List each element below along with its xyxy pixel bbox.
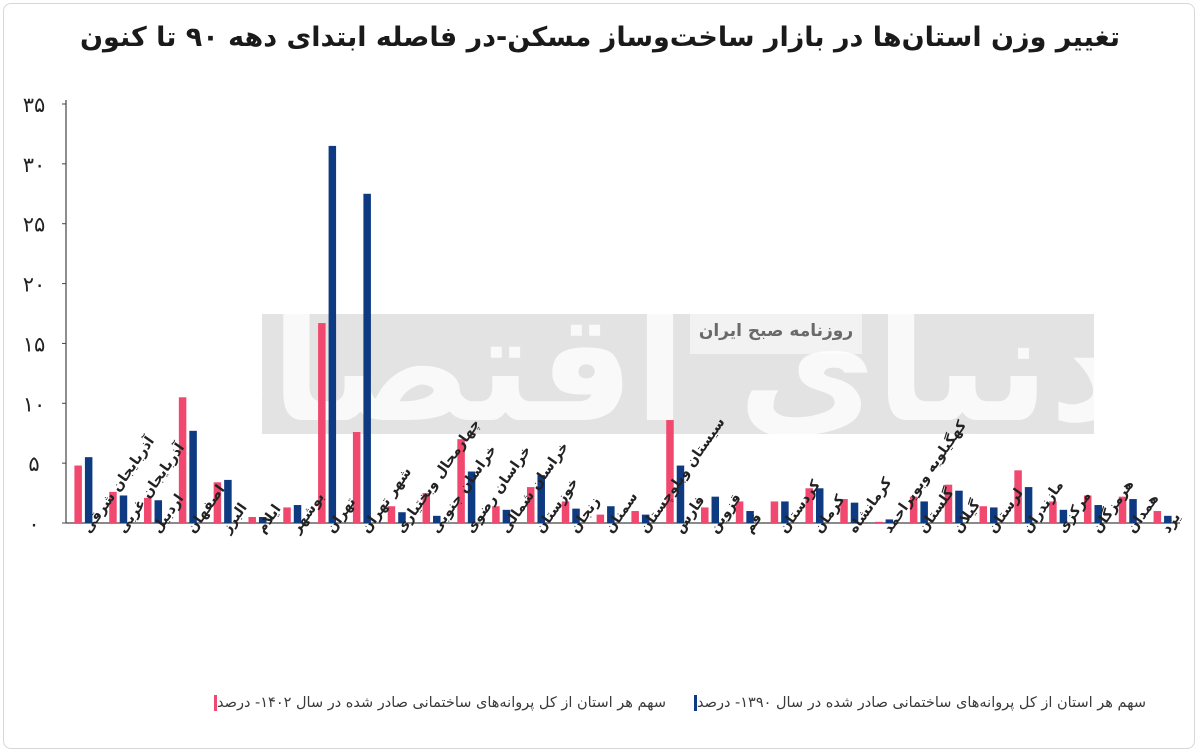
- legend-swatch-1402: [214, 695, 218, 711]
- bar-1390: [955, 490, 963, 523]
- bar-1390: [676, 465, 685, 523]
- bar-1402: [840, 499, 848, 523]
- bar-1390: [781, 501, 789, 523]
- x-tick-label: ایلام: [254, 502, 285, 537]
- bar-1402: [805, 488, 813, 523]
- bar-1402: [352, 432, 361, 523]
- x-tick-label: گیلان: [949, 496, 984, 536]
- bar-1402: [387, 506, 396, 523]
- bar-1402: [1014, 470, 1022, 523]
- page-border: [3, 3, 1195, 749]
- bar-1402: [318, 323, 326, 523]
- bar-1402: [944, 484, 953, 523]
- bar-1390: [433, 515, 441, 523]
- bar-1390: [293, 505, 302, 523]
- bar-1402: [701, 507, 709, 523]
- bar-1390: [84, 457, 93, 523]
- bar-1402: [631, 511, 639, 523]
- bar-1402: [1153, 511, 1162, 523]
- bar-1390: [328, 145, 337, 523]
- y-tick-label: ۵: [28, 452, 39, 476]
- y-tick-label: ۰: [28, 512, 39, 536]
- bar-1402: [422, 493, 431, 523]
- bar-1402: [109, 491, 117, 523]
- bar-1402: [213, 482, 222, 523]
- bar-1402: [735, 501, 744, 523]
- bar-1390: [502, 509, 511, 523]
- y-tick-label: ۳۰: [23, 153, 46, 177]
- bar-1390: [572, 508, 580, 523]
- y-tick-label: ۱۰: [23, 392, 46, 416]
- y-tick-label: ۱۵: [23, 332, 46, 356]
- bar-1402: [1083, 495, 1092, 523]
- y-tick-label: ۳۵: [23, 93, 46, 117]
- bar-1390: [1164, 515, 1172, 523]
- bar-1402: [770, 501, 779, 523]
- bar-1402: [74, 465, 82, 523]
- bar-1390: [641, 514, 650, 523]
- x-tick-label: یزد: [1159, 510, 1184, 537]
- legend-item-1390: سهم هر استان از کل پروانه‌های ساختمانی ص…: [694, 690, 1154, 716]
- bar-1402: [283, 507, 291, 523]
- bar-1402: [1118, 496, 1127, 523]
- bar-1390: [1024, 487, 1033, 523]
- bar-1390: [607, 506, 615, 523]
- bar-1402: [596, 514, 605, 523]
- watermark-tagline: روزنامه صبح ایران: [699, 321, 853, 341]
- watermark-band: [262, 314, 1094, 434]
- bar-1402: [909, 496, 918, 523]
- legend-item-1402: سهم هر استان از کل پروانه‌های ساختمانی ص…: [214, 690, 674, 716]
- chart-title: تغییر وزن استان‌ها در بازار ساخت‌وساز مس…: [79, 22, 1121, 53]
- bar-1390: [398, 512, 406, 523]
- bar-1402: [526, 487, 535, 523]
- legend-label-1390: سهم هر استان از کل پروانه‌های ساختمانی ص…: [697, 695, 1146, 711]
- bar-1402: [248, 517, 256, 523]
- bar-1402: [979, 506, 988, 523]
- bar-1402: [666, 420, 674, 523]
- bar-1402: [561, 501, 570, 523]
- bar-1390: [154, 500, 163, 523]
- watermark-tagline-box: [690, 302, 862, 354]
- bar-1402: [492, 506, 500, 523]
- bar-1390: [850, 502, 859, 523]
- bar-1390: [990, 507, 998, 523]
- bar-1402: [875, 521, 883, 523]
- bar-1390: [1059, 509, 1068, 523]
- legend-label-1402: سهم هر استان از کل پروانه‌های ساختمانی ص…: [217, 695, 666, 711]
- bar-1390: [537, 475, 545, 523]
- watermark-logo-text: دنیای اقتصاد: [194, 282, 1127, 456]
- watermark: دنیای اقتصاد روزنامه صبح ایران: [194, 282, 1127, 456]
- bar-1390: [885, 519, 894, 523]
- y-tick-label: ۲۵: [23, 213, 46, 237]
- y-tick-label: ۲۰: [23, 273, 46, 297]
- bar-1390: [363, 193, 371, 524]
- bar-1402: [1049, 501, 1057, 523]
- bar-1390: [258, 517, 267, 523]
- bar-1390: [746, 511, 754, 523]
- x-tick-label: قم: [741, 511, 766, 537]
- bar-1390: [1129, 499, 1137, 523]
- x-tick-label: البرز: [218, 500, 250, 537]
- bar-1390: [189, 430, 197, 523]
- bar-1402: [144, 497, 152, 523]
- bar-1390: [815, 488, 824, 523]
- bar-1390: [224, 479, 232, 523]
- bar-1390: [1094, 505, 1102, 523]
- bar-1402: [178, 397, 187, 523]
- bar-1390: [119, 495, 128, 523]
- bar-1390: [467, 471, 476, 523]
- legend-swatch-1390: [694, 695, 698, 711]
- bar-1402: [457, 439, 465, 523]
- bar-1390: [711, 496, 720, 523]
- bar-1390: [920, 501, 928, 523]
